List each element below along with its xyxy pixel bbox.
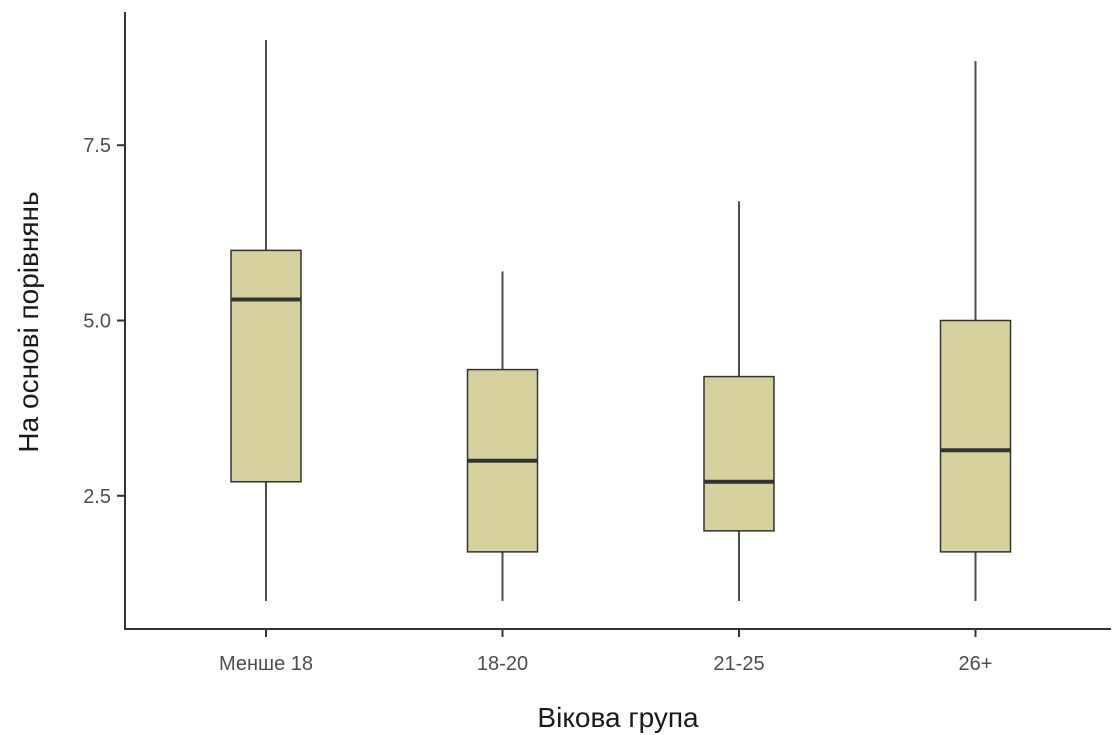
x-tick-label: 18-20 xyxy=(477,653,528,675)
box-body xyxy=(939,319,1012,553)
x-tick-label: Менше 18 xyxy=(219,653,313,675)
y-axis-title: На основі порівнянь xyxy=(13,191,44,452)
box-3 xyxy=(703,201,775,601)
box-4 xyxy=(939,61,1012,601)
x-tick-label: 21-25 xyxy=(713,653,764,675)
axes-layer: 2.5 5.0 7.5 Менше 18 18-20 21-25 26+ xyxy=(83,12,1111,675)
y-tick-label: 5.0 xyxy=(83,311,111,333)
x-axis-title: Вікова група xyxy=(537,702,699,733)
box-1 xyxy=(230,40,302,601)
box-body xyxy=(703,375,775,532)
x-tick-label: 26+ xyxy=(959,653,993,675)
y-tick-label: 2.5 xyxy=(83,486,111,508)
boxes-layer xyxy=(230,40,1012,601)
box-2 xyxy=(466,271,539,601)
box-body xyxy=(230,249,302,483)
y-tick-label: 7.5 xyxy=(83,135,111,157)
